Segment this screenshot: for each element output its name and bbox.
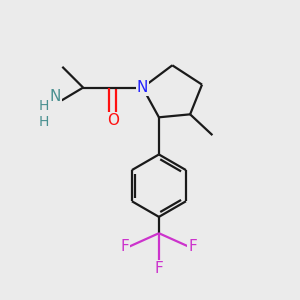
Text: O: O (107, 113, 119, 128)
Text: H: H (39, 99, 49, 113)
Text: H: H (39, 116, 49, 129)
Text: N: N (49, 89, 61, 104)
Text: F: F (154, 261, 163, 276)
Text: N: N (137, 80, 148, 95)
Text: F: F (120, 239, 129, 254)
Text: F: F (189, 239, 197, 254)
